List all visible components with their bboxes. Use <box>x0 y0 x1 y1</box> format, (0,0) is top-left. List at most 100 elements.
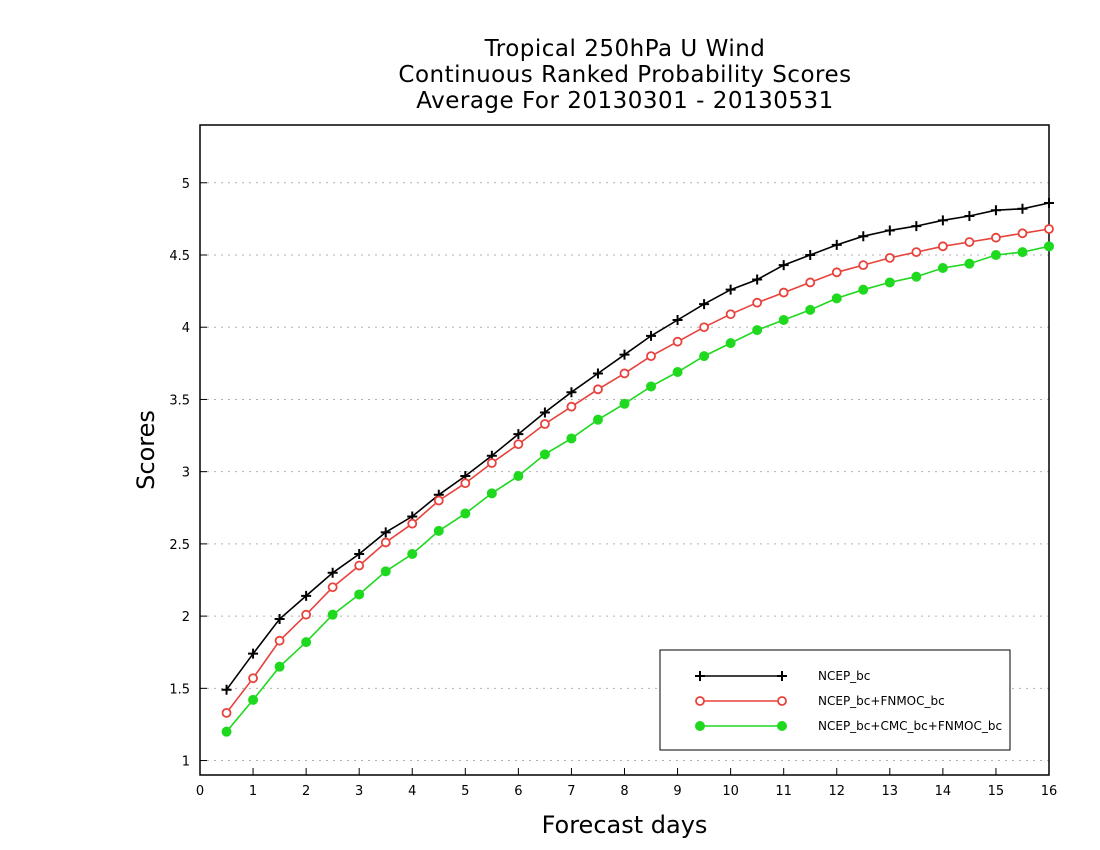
data-point <box>433 525 444 536</box>
legend-marker <box>777 721 787 731</box>
data-point <box>672 367 683 377</box>
data-point <box>619 368 630 379</box>
y-tick-label: 3 <box>182 466 190 481</box>
legend-item: NCEP_bc+FNMOC_bc <box>695 694 945 708</box>
data-point <box>540 419 550 429</box>
data-point <box>831 239 842 250</box>
y-tick-label: 2 <box>182 610 190 625</box>
data-point <box>380 566 391 577</box>
data-point <box>301 590 312 601</box>
series-1 <box>221 198 1054 695</box>
data-point <box>991 232 1001 243</box>
data-point <box>752 297 763 308</box>
data-point <box>884 225 895 236</box>
data-point <box>805 250 816 260</box>
x-tick-label: 9 <box>673 784 681 799</box>
data-point <box>248 648 259 659</box>
data-point <box>619 398 630 409</box>
data-point <box>646 381 657 392</box>
data-point <box>407 518 418 529</box>
data-point <box>248 694 259 705</box>
data-point <box>274 635 285 646</box>
series-2 <box>221 224 1054 718</box>
data-point <box>380 537 391 548</box>
data-point <box>1044 198 1054 208</box>
chart-title-line-2: Continuous Ranked Probability Scores <box>398 62 852 88</box>
data-point <box>301 609 312 620</box>
data-point <box>725 284 736 295</box>
data-point <box>937 241 948 252</box>
legend: NCEP_bc NCEP_bc+FNMOC_bc NCEP_bc+CMC_bc+FN… <box>659 649 1011 751</box>
data-point <box>248 673 258 684</box>
x-tick-label: 6 <box>514 784 522 799</box>
x-axis-label: Forecast days <box>542 811 708 839</box>
data-point <box>831 293 842 304</box>
y-tick-label: 2.5 <box>169 538 190 553</box>
data-point <box>566 387 577 398</box>
data-point <box>990 250 1001 260</box>
y-tick-label: 4 <box>182 321 190 336</box>
legend-item: NCEP_bc <box>695 669 870 683</box>
x-tick-label: 5 <box>461 784 469 799</box>
y-tick-label: 1.5 <box>169 682 190 697</box>
data-point <box>619 349 630 360</box>
y-tick-label: 1 <box>182 755 190 770</box>
data-point <box>911 247 922 258</box>
data-point <box>354 549 365 559</box>
data-point <box>752 274 763 285</box>
data-point <box>460 478 471 489</box>
x-tick-label: 14 <box>935 784 952 799</box>
x-tick-label: 1 <box>249 784 257 799</box>
x-tick-label: 3 <box>355 784 363 799</box>
legend-item: NCEP_bc+CMC_bc+FNMOC_bc <box>695 719 1002 733</box>
data-point <box>937 215 948 226</box>
data-point <box>964 211 975 221</box>
data-point <box>221 707 232 718</box>
legend-marker <box>695 721 705 731</box>
legend-label: NCEP_bc <box>818 669 870 683</box>
data-point <box>1017 203 1028 214</box>
data-point <box>884 277 895 288</box>
data-point <box>221 684 232 695</box>
data-point <box>964 237 975 247</box>
data-point <box>858 260 869 271</box>
data-point <box>778 287 789 298</box>
data-point <box>646 330 657 341</box>
data-point <box>566 433 577 444</box>
chart-title: Tropical 250hPa U Wind Continuous Ranked… <box>0 36 1100 114</box>
data-point <box>831 267 842 278</box>
data-point <box>274 614 285 624</box>
x-tick-label: 13 <box>882 784 899 799</box>
legend-marker <box>777 671 787 681</box>
series-3 <box>221 241 1054 737</box>
x-tick-label: 4 <box>408 784 416 799</box>
data-point <box>301 637 312 648</box>
data-point <box>327 609 338 620</box>
data-point <box>646 351 656 362</box>
x-tick-label: 8 <box>620 784 628 799</box>
data-point <box>592 414 603 425</box>
data-point <box>221 726 232 737</box>
data-point <box>805 304 816 315</box>
data-point <box>460 508 471 519</box>
legend-marker <box>777 696 787 706</box>
y-tick-label: 4.5 <box>169 249 190 264</box>
data-point <box>858 231 869 242</box>
data-point <box>486 488 497 499</box>
data-point <box>990 205 1001 216</box>
x-tick-label: 15 <box>988 784 1005 799</box>
data-point <box>274 661 285 672</box>
x-tick-label: 11 <box>775 784 792 799</box>
data-point <box>1017 247 1028 258</box>
data-point <box>327 582 338 593</box>
legend-label: NCEP_bc+CMC_bc+FNMOC_bc <box>818 719 1002 733</box>
data-point <box>513 471 524 481</box>
y-tick-label: 3.5 <box>169 393 190 408</box>
data-point <box>884 252 895 263</box>
legend-box <box>659 649 1011 751</box>
series-line <box>225 228 1050 714</box>
data-point <box>778 260 789 271</box>
chart-title-line-1: Tropical 250hPa U Wind <box>484 36 766 62</box>
chart-title-line-3: Average For 20130301 - 20130531 <box>416 88 834 114</box>
data-point <box>1044 224 1054 234</box>
